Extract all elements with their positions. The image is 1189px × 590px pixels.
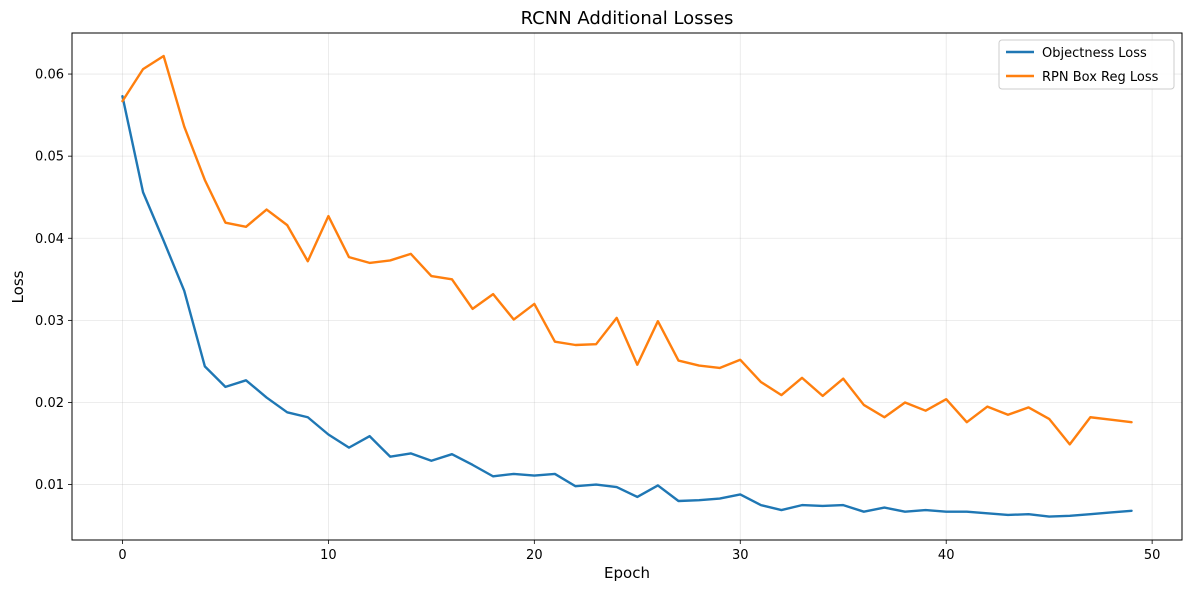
y-tick-label: 0.03 bbox=[35, 314, 64, 329]
grid bbox=[72, 33, 1182, 540]
x-tick-label: 40 bbox=[938, 548, 955, 563]
legend-label-objectness: Objectness Loss bbox=[1042, 46, 1147, 61]
y-tick-label: 0.01 bbox=[35, 478, 64, 493]
y-axis-label: Loss bbox=[9, 270, 27, 303]
x-axis-label: Epoch bbox=[604, 564, 650, 582]
x-tick-label: 20 bbox=[526, 548, 543, 563]
y-tick-label: 0.02 bbox=[35, 396, 64, 411]
rpn-box-reg-loss-line bbox=[121, 54, 1133, 446]
legend-label-rpn-box-reg: RPN Box Reg Loss bbox=[1042, 70, 1159, 85]
x-tick-label: 10 bbox=[320, 548, 337, 563]
y-tick-label: 0.05 bbox=[35, 150, 64, 165]
axis-ticks: 0 10 20 30 40 50 0.01 0.02 0.03 0.04 0.05 0.06 bbox=[35, 68, 1160, 563]
x-tick-label: 50 bbox=[1144, 548, 1161, 563]
legend: Objectness Loss RPN Box Reg Loss bbox=[998, 39, 1175, 90]
legend-box bbox=[998, 39, 1175, 90]
x-tick-label: 0 bbox=[118, 548, 126, 563]
plot-frame bbox=[71, 32, 1183, 541]
series-lines bbox=[121, 54, 1133, 518]
x-tick-label: 30 bbox=[732, 548, 749, 563]
y-tick-label: 0.06 bbox=[35, 68, 64, 83]
y-tick-label: 0.04 bbox=[35, 232, 64, 247]
chart-title: RCNN Additional Losses bbox=[521, 8, 734, 29]
objectness-loss-line bbox=[121, 95, 1133, 518]
